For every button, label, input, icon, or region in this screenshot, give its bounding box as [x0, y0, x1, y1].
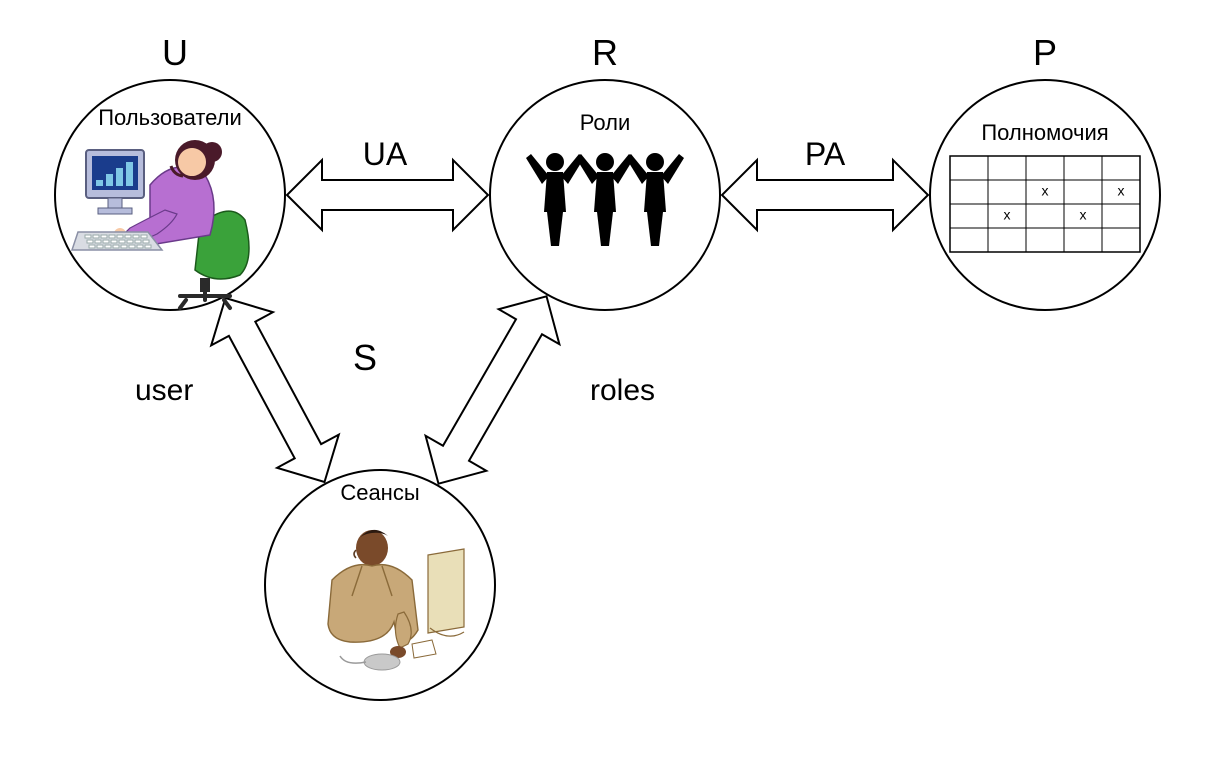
- node-caption: Пользователи: [98, 105, 242, 130]
- double-arrow: [211, 298, 339, 482]
- node-ext-label: P: [1033, 32, 1057, 73]
- three-figures-icon: [526, 148, 684, 248]
- edge-label-UA: UA: [363, 136, 408, 172]
- edge-label-roles: roles: [590, 374, 655, 407]
- double-arrow: [426, 296, 560, 483]
- svg-text:x: x: [1080, 207, 1087, 223]
- node-caption: Полномочия: [981, 120, 1108, 145]
- node-caption: Сеансы: [340, 480, 419, 505]
- edge-label-user: user: [135, 374, 193, 407]
- node-caption: Роли: [580, 110, 631, 135]
- edge-label-PA: PA: [805, 136, 846, 172]
- node-ext-label: R: [592, 32, 618, 73]
- svg-text:x: x: [1118, 183, 1125, 199]
- node-ext-label: S: [353, 337, 377, 378]
- node-ext-label: U: [162, 32, 188, 73]
- svg-text:x: x: [1042, 183, 1049, 199]
- svg-text:x: x: [1004, 207, 1011, 223]
